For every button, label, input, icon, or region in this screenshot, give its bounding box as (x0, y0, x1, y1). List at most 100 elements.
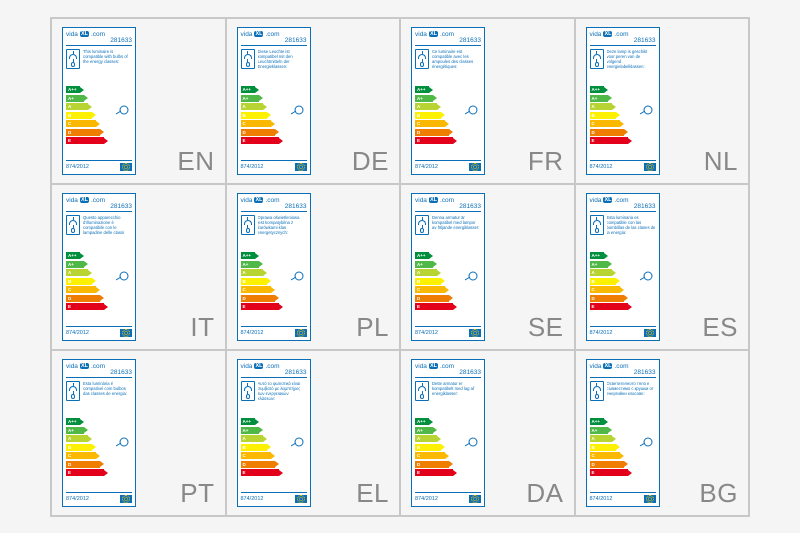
energy-class-letter: A++ (241, 86, 255, 93)
compat-row: Esta luminaria es compatible con las bom… (590, 215, 656, 235)
arrow-tip (267, 278, 271, 284)
arrow-tip (445, 121, 449, 127)
arrow-tip (88, 436, 92, 442)
energy-class-letter: A (241, 435, 263, 442)
bulb-icon (640, 103, 654, 117)
energy-class-arrow: D (66, 129, 132, 136)
energy-class-arrow: E (415, 137, 481, 144)
energy-class-letter: B (241, 112, 267, 119)
compat-row: Ce luminaire est compatible avec les amp… (415, 49, 481, 69)
product-code: 281633 (66, 369, 132, 378)
compat-row: This luminaire is compatible with bulbs … (66, 49, 132, 69)
bulb-icon (465, 435, 479, 449)
energy-class-letter: C (590, 286, 620, 293)
energy-label-cell-pt: vidaXL.com281633Esta luminária é compatí… (51, 350, 226, 516)
lamp-icon (66, 49, 80, 69)
energy-class-letter: D (66, 295, 100, 302)
energy-class-letter: B (66, 444, 92, 451)
energy-class-arrow: D (66, 295, 132, 302)
energy-class-letter: C (415, 286, 445, 293)
energy-class-letter: E (415, 469, 453, 476)
bulb-icon (465, 103, 479, 117)
lamp-icon (241, 215, 255, 235)
energy-class-letter: A (241, 269, 263, 276)
label-footer: 874/2012 (241, 492, 307, 503)
compat-text: Ce luminaire est compatible avec les amp… (432, 49, 481, 69)
compat-row: Αυτό το φωτιστικό είναι συμβατό με λαμπτ… (241, 381, 307, 401)
regulation-code: 874/2012 (241, 164, 264, 170)
arrow-tip (620, 121, 624, 127)
arrow-tip (267, 112, 271, 118)
lamp-icon (590, 49, 604, 69)
arrow-tip (263, 104, 267, 110)
energy-class-letter: B (415, 278, 441, 285)
arrow-tip (604, 87, 608, 93)
arrow-tip (441, 112, 445, 118)
energy-class-letter: A++ (415, 418, 429, 425)
bulb-icon (465, 269, 479, 283)
compat-text: Denna armatur är kompatibel med lampor a… (432, 215, 481, 231)
energy-class-arrow: E (415, 469, 481, 476)
energy-class-letter: A (415, 269, 437, 276)
energy-class-letter: A++ (590, 252, 604, 259)
energy-label-cell-de: vidaXL.com281633Diese Leuchte ist kompat… (226, 18, 401, 184)
arrow-tip (429, 419, 433, 425)
energy-class-letter: A++ (66, 418, 80, 425)
language-code: DA (526, 478, 563, 509)
energy-class-letter: C (66, 452, 96, 459)
energy-class-letter: A (415, 435, 437, 442)
energy-class-arrow: E (66, 303, 132, 310)
arrow-tip (449, 295, 453, 301)
arrow-tip (96, 287, 100, 293)
energy-class-letter: E (415, 137, 453, 144)
energy-class-letter: C (590, 120, 620, 127)
arrow-tip (92, 278, 96, 284)
energy-label-card: vidaXL.com281633Esta luminaria es compat… (586, 193, 660, 341)
energy-label-card: vidaXL.com281633This luminaire is compat… (62, 27, 136, 175)
energy-class-arrow: A++ (241, 252, 307, 259)
arrow-tip (88, 104, 92, 110)
arrow-tip (271, 287, 275, 293)
compat-row: Diese Leuchte ist kompatibel mit den Leu… (241, 49, 307, 69)
label-footer: 874/2012 (415, 492, 481, 503)
language-code: ES (702, 312, 738, 343)
energy-arrows: A++A+ABCDE (415, 73, 481, 158)
arrow-tip (275, 461, 279, 467)
arrow-tip (449, 461, 453, 467)
energy-class-arrow: E (66, 137, 132, 144)
energy-class-arrow: E (415, 303, 481, 310)
arrow-tip (80, 253, 84, 259)
language-code: BG (699, 478, 738, 509)
energy-class-letter: E (66, 137, 104, 144)
bulb-icon (640, 269, 654, 283)
energy-class-letter: A+ (415, 427, 433, 434)
arrow-tip (88, 270, 92, 276)
language-code: EN (177, 146, 214, 177)
label-footer: 874/2012 (415, 160, 481, 171)
regulation-code: 874/2012 (241, 496, 264, 502)
energy-class-letter: A+ (415, 261, 433, 268)
energy-class-arrow: C (66, 452, 132, 459)
energy-class-letter: D (415, 461, 449, 468)
energy-label-cell-da: vidaXL.com281633Dette armatur er kompati… (400, 350, 575, 516)
energy-class-letter: A+ (241, 427, 259, 434)
energy-class-letter: B (590, 278, 616, 285)
energy-class-letter: E (590, 469, 628, 476)
bulb-icon (291, 269, 305, 283)
compat-row: Oprawa oświetleniowa jest kompatybilna z… (241, 215, 307, 235)
energy-class-letter: B (415, 444, 441, 451)
lamp-icon (415, 215, 429, 235)
compat-text: Diese Leuchte ist kompatibel mit den Leu… (258, 49, 307, 69)
compat-row: Esta luminária é compatível com bulbos d… (66, 381, 132, 401)
arrow-tip (608, 427, 612, 433)
energy-class-letter: A++ (415, 86, 429, 93)
label-footer: 874/2012 (590, 492, 656, 503)
compat-row: Dette armatur er kompatibelt med lag af … (415, 381, 481, 401)
product-code: 281633 (66, 37, 132, 46)
energy-class-arrow: C (590, 286, 656, 293)
energy-class-letter: A+ (66, 95, 84, 102)
energy-class-arrow: A++ (66, 418, 132, 425)
energy-class-arrow: A+ (66, 261, 132, 268)
energy-class-arrow: A++ (241, 418, 307, 425)
energy-arrows: A++A+ABCDE (241, 405, 307, 490)
